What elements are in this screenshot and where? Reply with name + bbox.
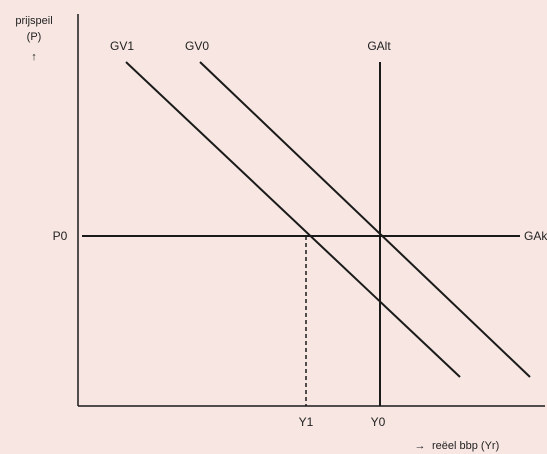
galt-label: GAlt xyxy=(367,39,391,53)
y-axis-label-line1: prijspeil xyxy=(15,15,52,27)
x-axis-label: reëel bbp (Yr) xyxy=(432,440,499,452)
y0-label: Y0 xyxy=(371,415,386,429)
gakt0-label: GAkt0 xyxy=(524,229,547,243)
p0-label: P0 xyxy=(53,229,68,243)
gv1-label: GV1 xyxy=(110,39,134,53)
x-axis-arrow-icon: → xyxy=(415,440,426,452)
y1-label: Y1 xyxy=(299,415,314,429)
gv1-line xyxy=(125,61,461,378)
gv0-label: GV0 xyxy=(185,39,209,53)
gv0-line xyxy=(199,61,531,378)
y-axis-arrow-icon: ↑ xyxy=(31,51,37,63)
y-axis-label-line2: (P) xyxy=(27,31,42,43)
